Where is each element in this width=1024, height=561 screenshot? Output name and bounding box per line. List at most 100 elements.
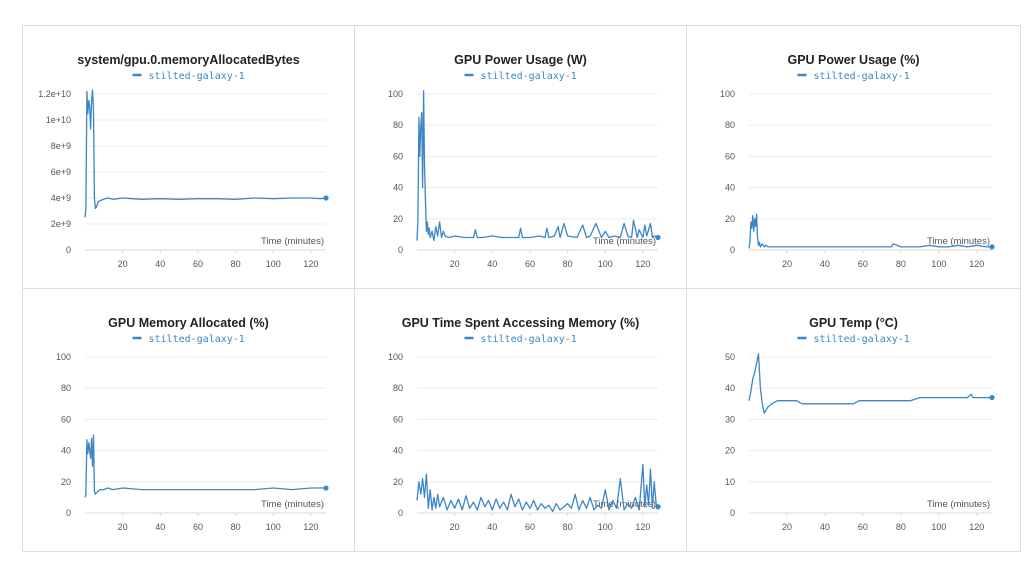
- x-tick-label: 60: [193, 259, 203, 269]
- x-tick-label: 100: [266, 259, 281, 269]
- series-line[interactable]: [416, 90, 659, 242]
- legend-label: stilted-galaxy-1: [481, 334, 577, 345]
- legend[interactable]: stilted-galaxy-1: [464, 71, 577, 82]
- legend-label: stilted-galaxy-1: [149, 71, 245, 82]
- y-tick-label: 100: [720, 89, 735, 99]
- y-tick-label: 20: [725, 214, 735, 224]
- chart-svg: GPU Memory Allocated (%) stilted-galaxy-1…: [56, 316, 329, 532]
- chart-panel-gpu-power-watts: GPU Power Usage (W) stilted-galaxy-1 0 20 40…: [354, 25, 687, 289]
- chart-title: GPU Power Usage (%): [788, 53, 920, 67]
- x-tick-label: 20: [782, 522, 792, 532]
- chart-svg: GPU Power Usage (W) stilted-galaxy-1 0 20 40…: [388, 53, 661, 269]
- series-line[interactable]: [84, 434, 326, 498]
- x-tick-label: 20: [118, 522, 128, 532]
- y-tick-label: 60: [393, 414, 403, 424]
- legend[interactable]: stilted-galaxy-1: [132, 334, 245, 345]
- series-endpoint[interactable]: [323, 485, 329, 491]
- x-tick-label: 120: [635, 259, 650, 269]
- y-tick-label: 0: [398, 245, 403, 255]
- x-tick-label: 20: [450, 522, 460, 532]
- chart-title: system/gpu.0.memoryAllocatedBytes: [77, 53, 299, 67]
- x-axis-label: Time (minutes): [927, 236, 990, 247]
- x-tick-label: 100: [598, 259, 613, 269]
- x-tick-label: 120: [969, 522, 984, 532]
- x-tick-label: 40: [155, 522, 165, 532]
- y-tick-label: 0: [398, 508, 403, 518]
- y-tick-label: 80: [725, 120, 735, 130]
- series-endpoint[interactable]: [989, 244, 995, 250]
- series-line[interactable]: [84, 89, 327, 218]
- legend[interactable]: stilted-galaxy-1: [797, 71, 910, 82]
- x-tick-label: 60: [858, 259, 868, 269]
- chart-panel-memory-allocated-bytes: system/gpu.0.memoryAllocatedBytes stilted…: [22, 25, 355, 289]
- x-axis-label: Time (minutes): [593, 236, 656, 247]
- x-tick-label: 40: [155, 259, 165, 269]
- y-tick-label: 6e+9: [51, 167, 71, 177]
- chart-title: GPU Temp (°C): [809, 316, 898, 330]
- series-line[interactable]: [416, 463, 659, 513]
- x-tick-label: 120: [635, 522, 650, 532]
- series-line[interactable]: [748, 353, 992, 414]
- x-tick-label: 80: [231, 259, 241, 269]
- x-tick-label: 80: [896, 522, 906, 532]
- y-tick-label: 2e+9: [51, 219, 71, 229]
- y-tick-label: 0: [730, 245, 735, 255]
- y-tick-label: 10: [725, 477, 735, 487]
- x-tick-label: 40: [487, 259, 497, 269]
- chart-svg: GPU Time Spent Accessing Memory (%) stilt…: [388, 316, 661, 532]
- x-tick-label: 100: [931, 259, 946, 269]
- charts-grid: system/gpu.0.memoryAllocatedBytes stilted…: [22, 25, 1021, 552]
- x-tick-label: 20: [450, 259, 460, 269]
- chart-title: GPU Power Usage (W): [454, 53, 587, 67]
- x-tick-label: 80: [563, 522, 573, 532]
- y-tick-label: 20: [61, 477, 71, 487]
- x-tick-label: 120: [303, 522, 318, 532]
- y-tick-label: 20: [393, 214, 403, 224]
- legend-label: stilted-galaxy-1: [481, 71, 577, 82]
- x-tick-label: 120: [969, 259, 984, 269]
- legend[interactable]: stilted-galaxy-1: [464, 334, 577, 345]
- y-tick-label: 80: [61, 383, 71, 393]
- series-endpoint[interactable]: [323, 195, 329, 201]
- y-tick-label: 40: [61, 446, 71, 456]
- y-tick-label: 100: [388, 352, 403, 362]
- x-tick-label: 100: [931, 522, 946, 532]
- x-tick-label: 20: [782, 259, 792, 269]
- chart-svg: GPU Power Usage (%) stilted-galaxy-1 0 20 40…: [720, 53, 995, 269]
- chart-title: GPU Time Spent Accessing Memory (%): [402, 316, 640, 330]
- chart-title: GPU Memory Allocated (%): [108, 316, 269, 330]
- y-tick-label: 0: [730, 508, 735, 518]
- x-tick-label: 20: [118, 259, 128, 269]
- x-tick-label: 80: [563, 259, 573, 269]
- y-tick-label: 4e+9: [51, 193, 71, 203]
- chart-panel-gpu-memory-access-time: GPU Time Spent Accessing Memory (%) stilt…: [354, 288, 687, 552]
- x-axis-label: Time (minutes): [593, 499, 656, 510]
- y-tick-label: 60: [61, 414, 71, 424]
- series-endpoint[interactable]: [655, 504, 661, 510]
- y-tick-label: 40: [393, 183, 403, 193]
- y-tick-label: 20: [393, 477, 403, 487]
- legend[interactable]: stilted-galaxy-1: [797, 334, 910, 345]
- x-axis-label: Time (minutes): [261, 236, 324, 247]
- y-tick-label: 30: [725, 414, 735, 424]
- y-tick-label: 60: [725, 151, 735, 161]
- y-tick-label: 8e+9: [51, 141, 71, 151]
- series-line[interactable]: [748, 213, 992, 249]
- legend-label: stilted-galaxy-1: [814, 334, 910, 345]
- x-tick-label: 120: [303, 259, 318, 269]
- legend[interactable]: stilted-galaxy-1: [132, 71, 245, 82]
- x-tick-label: 100: [598, 522, 613, 532]
- y-tick-label: 100: [388, 89, 403, 99]
- x-tick-label: 40: [820, 522, 830, 532]
- x-tick-label: 80: [231, 522, 241, 532]
- series-endpoint[interactable]: [989, 394, 995, 401]
- series-endpoint[interactable]: [655, 234, 661, 241]
- legend-label: stilted-galaxy-1: [814, 71, 910, 82]
- x-tick-label: 100: [266, 522, 281, 532]
- x-tick-label: 40: [820, 259, 830, 269]
- x-axis-label: Time (minutes): [261, 499, 324, 510]
- x-tick-label: 80: [896, 259, 906, 269]
- chart-panel-gpu-power-percent: GPU Power Usage (%) stilted-galaxy-1 0 20 40…: [686, 25, 1021, 289]
- y-tick-label: 80: [393, 120, 403, 130]
- y-tick-label: 40: [725, 383, 735, 393]
